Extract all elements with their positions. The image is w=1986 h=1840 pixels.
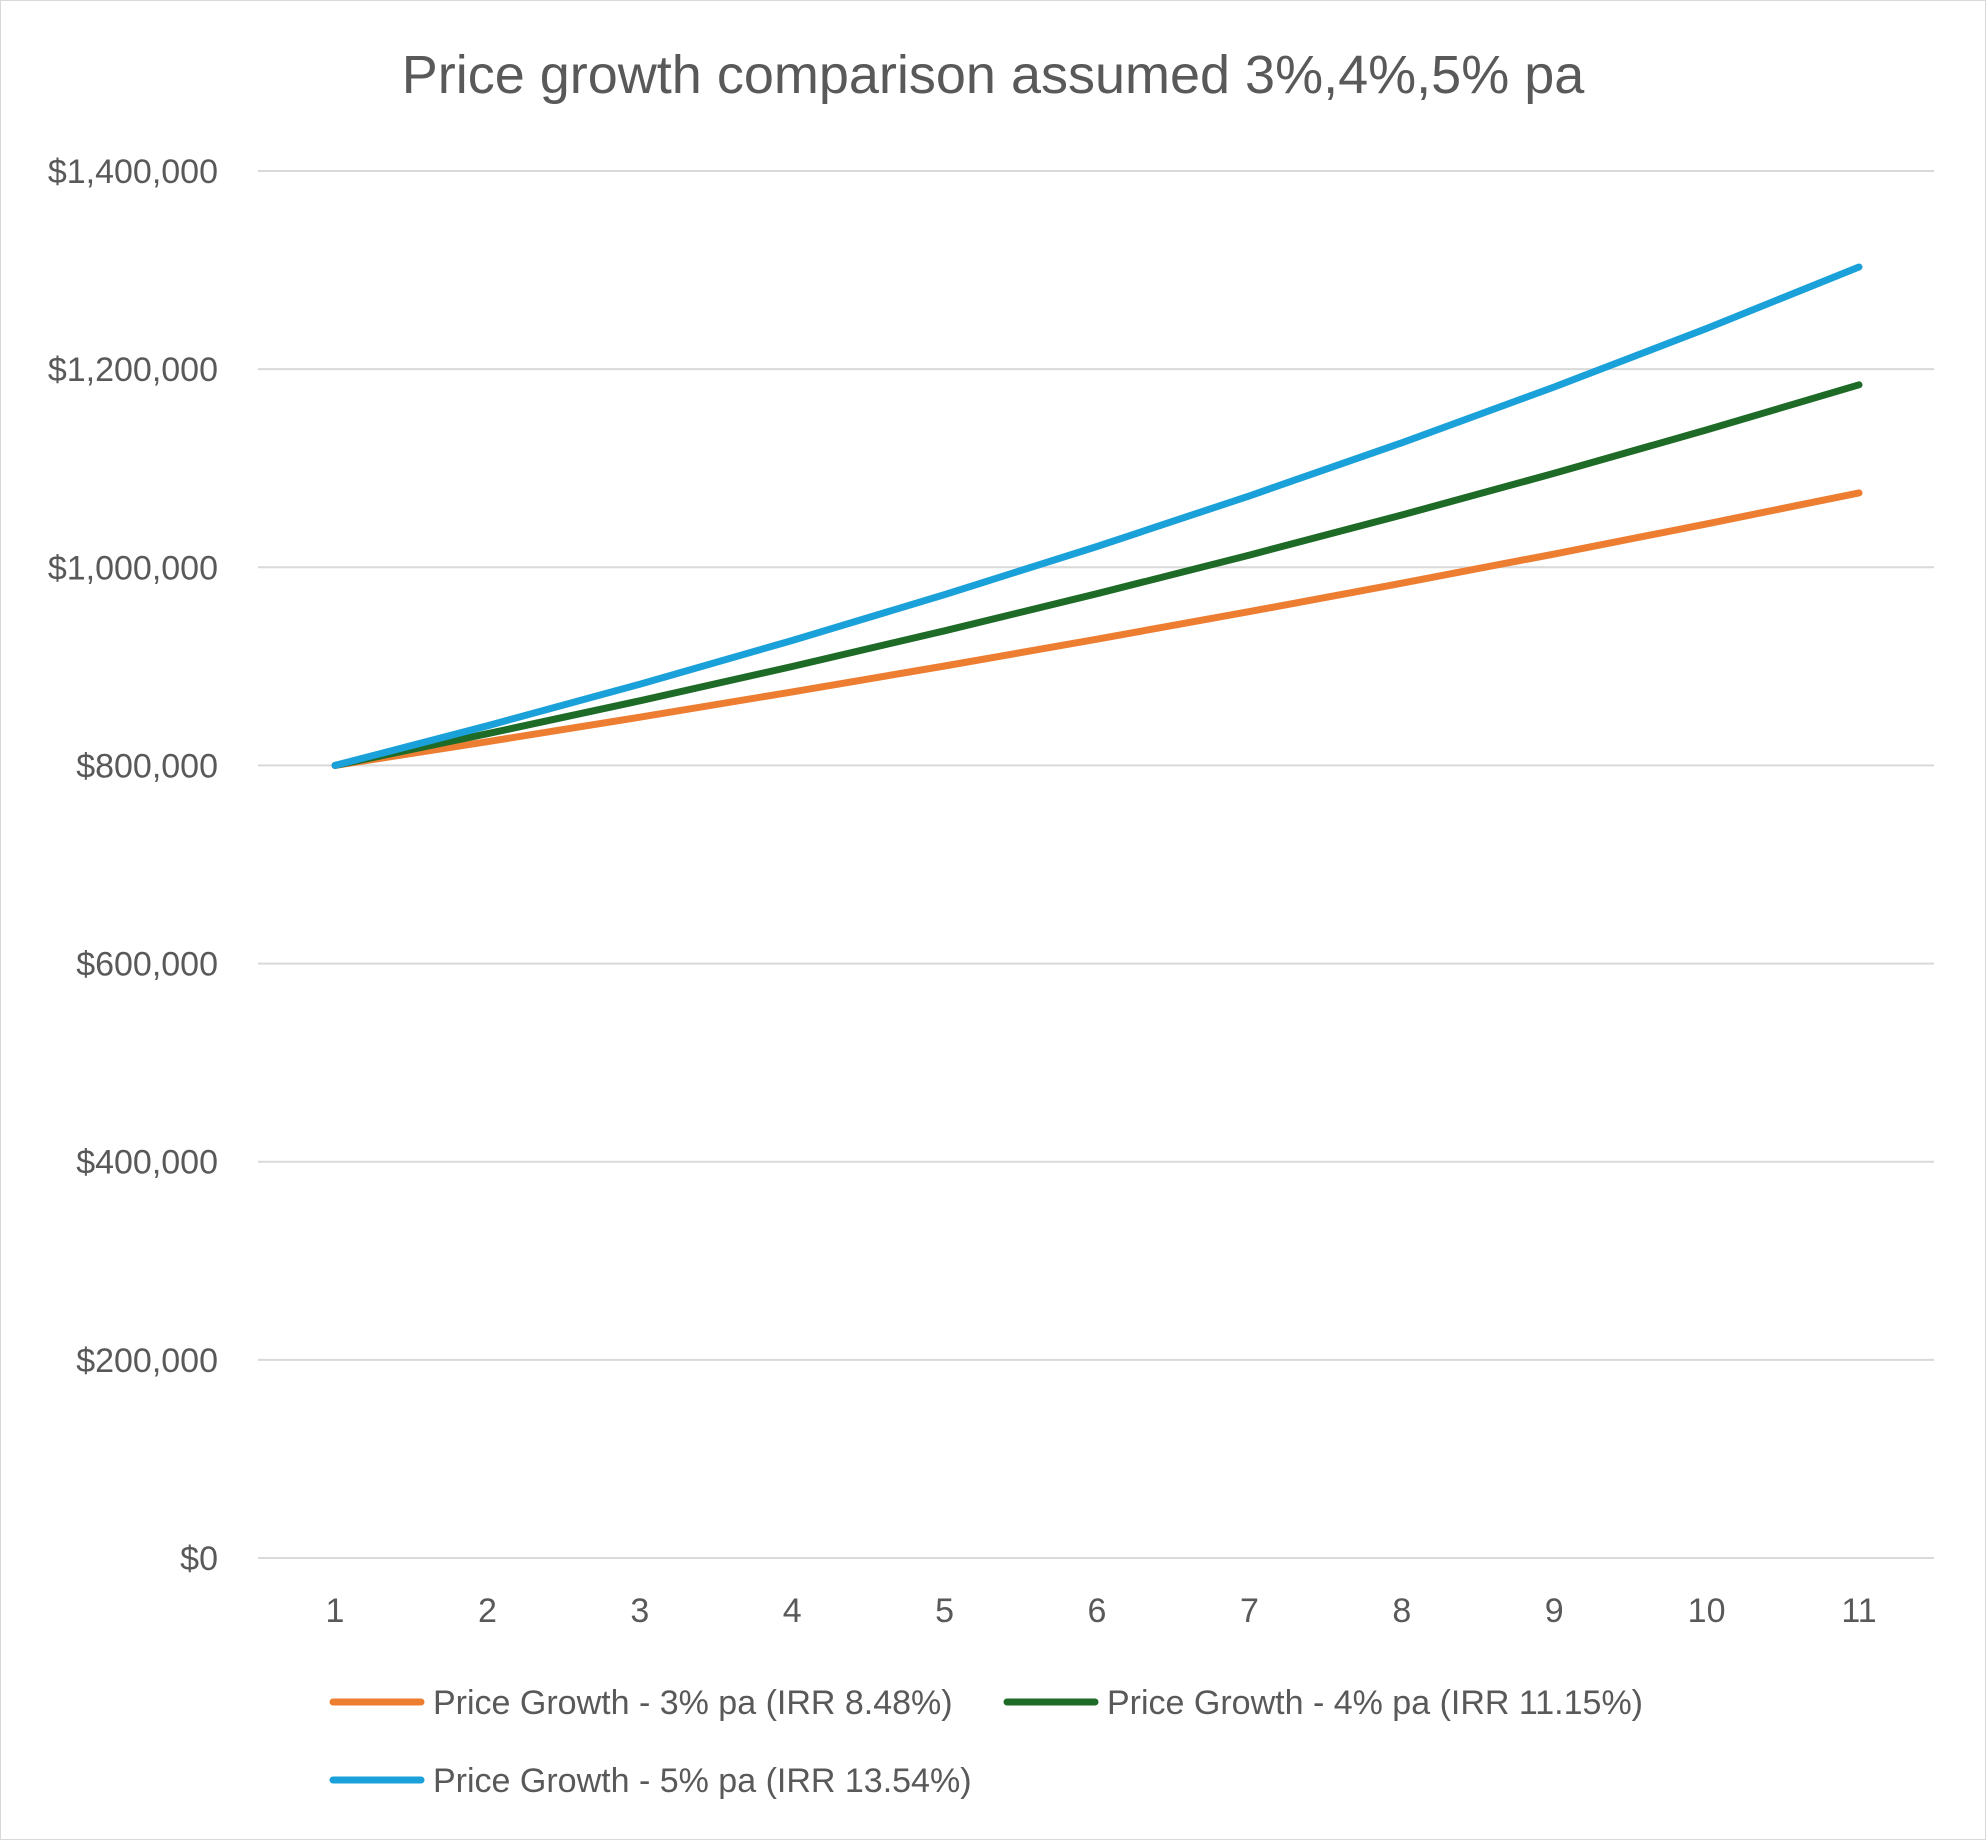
chart-title: Price growth comparison assumed 3%,4%,5%… <box>402 45 1586 105</box>
series-lines <box>331 263 1863 769</box>
y-tick-label: $200,000 <box>76 1342 218 1380</box>
legend: Price Growth - 3% pa (IRR 8.48%) Price Gr… <box>329 1684 1643 1800</box>
y-tick-label: $1,400,000 <box>48 153 218 191</box>
x-tick-label: 6 <box>1088 1592 1107 1630</box>
y-axis-tick-labels: $0 $200,000 $400,000 $600,000 $800,000 $1,000… <box>48 153 218 1578</box>
y-tick-label: $1,200,000 <box>48 351 218 389</box>
x-tick-label: 2 <box>478 1592 497 1630</box>
y-tick-label: $1,000,000 <box>48 549 218 587</box>
y-tick-label: $0 <box>180 1540 218 1578</box>
legend-label-1: Price Growth - 3% pa (IRR 8.48%) <box>433 1684 953 1722</box>
gridlines <box>258 170 1934 1559</box>
y-tick-label: $800,000 <box>76 747 218 785</box>
series-line-1 <box>331 489 1863 769</box>
y-tick-label: $600,000 <box>76 946 218 984</box>
x-tick-label: 4 <box>783 1592 802 1630</box>
x-axis-tick-labels: 1 2 3 4 5 6 7 8 9 10 11 <box>326 1592 1877 1630</box>
series-line-2 <box>331 381 1863 769</box>
x-tick-label: 10 <box>1688 1592 1726 1630</box>
x-tick-label: 11 <box>1841 1592 1876 1630</box>
legend-label-2: Price Growth - 4% pa (IRR 11.15%) <box>1107 1684 1643 1722</box>
x-tick-label: 3 <box>630 1592 649 1630</box>
y-tick-label: $400,000 <box>76 1144 218 1182</box>
x-tick-label: 5 <box>935 1592 954 1630</box>
legend-label-3: Price Growth - 5% pa (IRR 13.54%) <box>433 1762 972 1800</box>
series-line-3 <box>331 263 1863 769</box>
x-tick-label: 9 <box>1545 1592 1564 1630</box>
x-tick-label: 8 <box>1392 1592 1411 1630</box>
x-tick-label: 7 <box>1240 1592 1259 1630</box>
x-tick-label: 1 <box>326 1592 345 1630</box>
